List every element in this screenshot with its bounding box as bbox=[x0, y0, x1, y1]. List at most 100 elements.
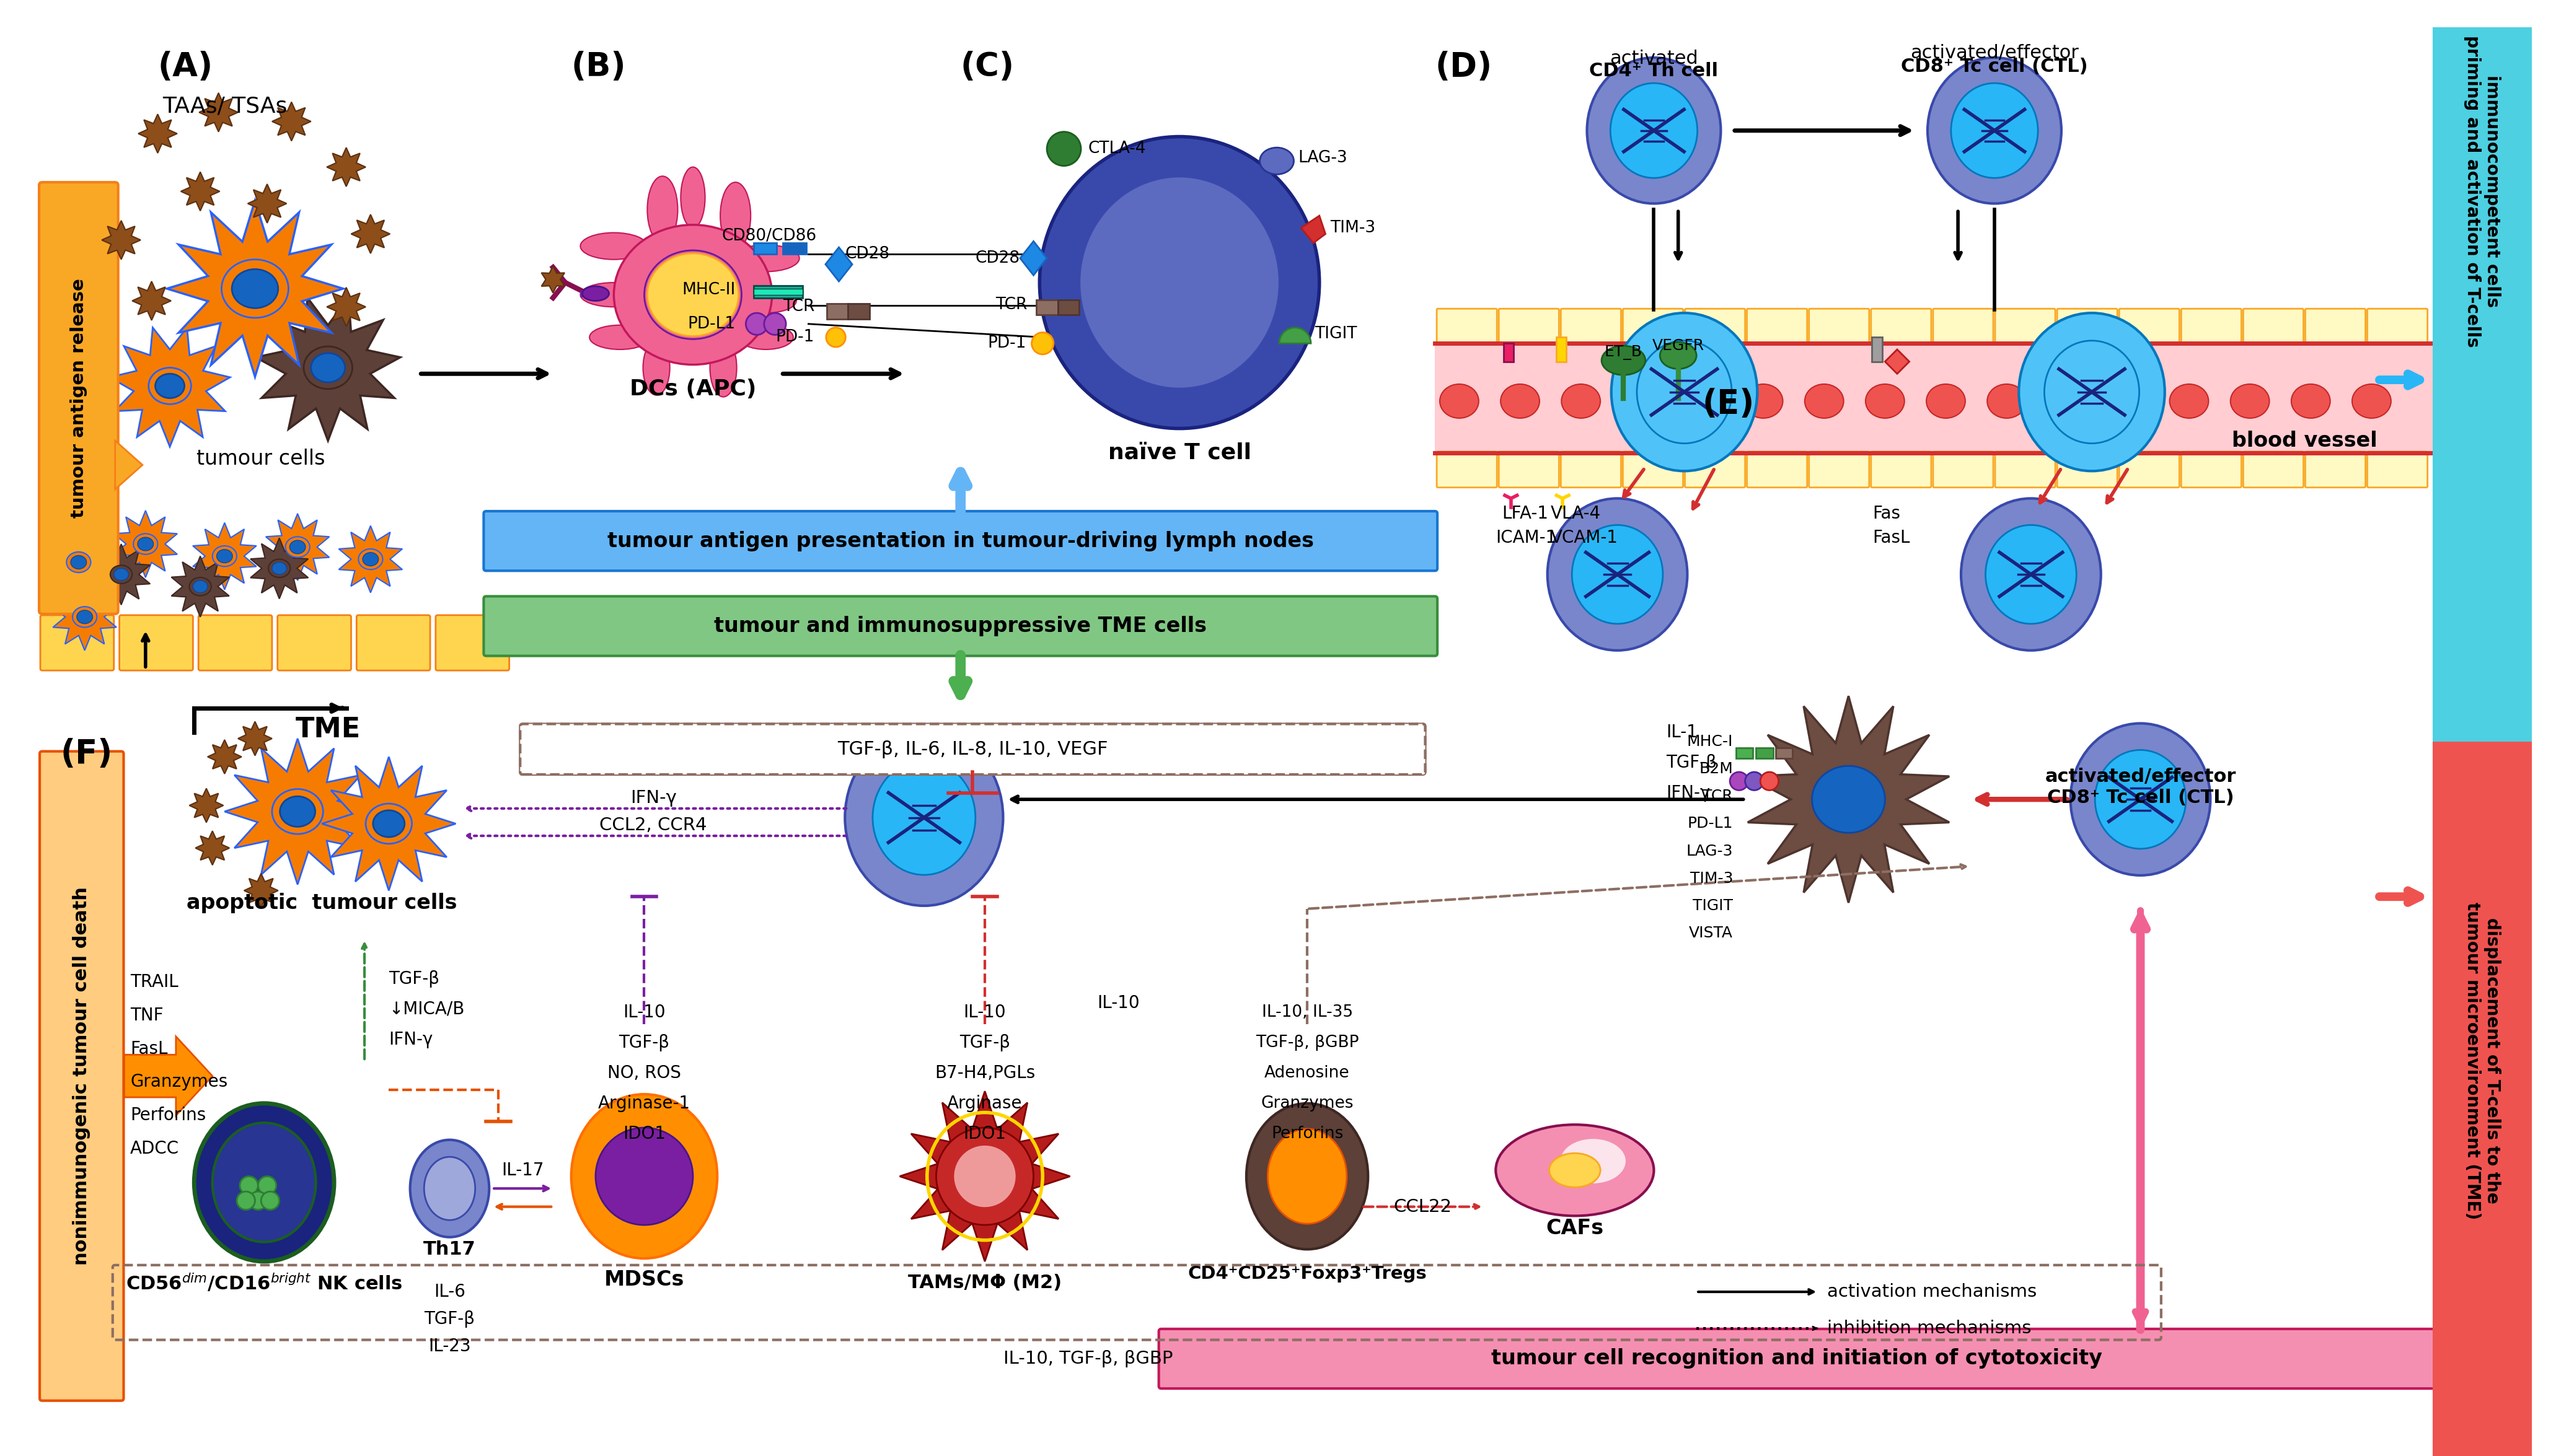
Text: TIM-3: TIM-3 bbox=[1329, 220, 1375, 236]
Ellipse shape bbox=[217, 549, 233, 563]
Ellipse shape bbox=[1610, 83, 1697, 178]
FancyBboxPatch shape bbox=[120, 614, 192, 670]
Text: CAFs: CAFs bbox=[1546, 1217, 1603, 1238]
Ellipse shape bbox=[77, 610, 92, 623]
Polygon shape bbox=[322, 757, 455, 891]
Text: PD-1: PD-1 bbox=[777, 329, 815, 345]
Bar bbox=[826, 304, 849, 319]
Text: tumour cells: tumour cells bbox=[197, 448, 325, 469]
Text: nonimmunogenic tumour cell death: nonimmunogenic tumour cell death bbox=[72, 887, 89, 1265]
Ellipse shape bbox=[110, 565, 133, 584]
Polygon shape bbox=[166, 201, 343, 377]
Text: TGF-β, IL-6, IL-8, IL-10, VEGF: TGF-β, IL-6, IL-8, IL-10, VEGF bbox=[838, 741, 1107, 759]
FancyBboxPatch shape bbox=[41, 751, 123, 1401]
Text: TIGIT: TIGIT bbox=[1692, 898, 1733, 913]
Ellipse shape bbox=[72, 607, 97, 628]
FancyBboxPatch shape bbox=[521, 724, 1426, 775]
Polygon shape bbox=[248, 183, 286, 223]
Polygon shape bbox=[192, 523, 256, 590]
Text: CCL22: CCL22 bbox=[1393, 1198, 1452, 1216]
Ellipse shape bbox=[734, 245, 800, 272]
Ellipse shape bbox=[872, 760, 976, 875]
Text: TGF-β: TGF-β bbox=[619, 1034, 670, 1051]
Ellipse shape bbox=[1559, 1139, 1626, 1184]
Ellipse shape bbox=[2070, 724, 2211, 875]
Text: TCR: TCR bbox=[1702, 789, 1733, 804]
Text: B2M: B2M bbox=[1700, 761, 1733, 776]
Polygon shape bbox=[327, 287, 366, 326]
Ellipse shape bbox=[580, 233, 647, 259]
Text: (F): (F) bbox=[61, 738, 112, 770]
Text: activated/effector: activated/effector bbox=[1909, 44, 2078, 61]
FancyBboxPatch shape bbox=[1684, 451, 1746, 488]
Polygon shape bbox=[266, 514, 330, 581]
Text: IL-10, IL-35: IL-10, IL-35 bbox=[1263, 1005, 1352, 1021]
Text: LFA-1: LFA-1 bbox=[1503, 505, 1549, 523]
Ellipse shape bbox=[1812, 766, 1884, 833]
Ellipse shape bbox=[212, 546, 238, 566]
Circle shape bbox=[261, 1191, 279, 1210]
Text: Granzymes: Granzymes bbox=[1260, 1095, 1355, 1111]
Bar bbox=[1776, 748, 1792, 759]
Ellipse shape bbox=[1572, 526, 1664, 623]
Ellipse shape bbox=[1960, 498, 2101, 651]
Text: CD8⁺ Tc cell (CTL): CD8⁺ Tc cell (CTL) bbox=[1902, 58, 2088, 76]
Polygon shape bbox=[207, 740, 243, 773]
Text: CTLA-4: CTLA-4 bbox=[1089, 141, 1145, 157]
Ellipse shape bbox=[1623, 384, 1661, 418]
Polygon shape bbox=[1748, 696, 1950, 903]
Ellipse shape bbox=[148, 368, 192, 405]
Circle shape bbox=[238, 1191, 256, 1210]
Ellipse shape bbox=[233, 269, 279, 309]
FancyBboxPatch shape bbox=[279, 614, 350, 670]
FancyBboxPatch shape bbox=[1498, 451, 1559, 488]
Polygon shape bbox=[125, 1037, 212, 1115]
Text: activated/effector
CD8⁺ Tc cell (CTL): activated/effector CD8⁺ Tc cell (CTL) bbox=[2045, 767, 2236, 807]
FancyBboxPatch shape bbox=[1436, 309, 1498, 345]
Text: LAG-3: LAG-3 bbox=[1687, 843, 1733, 859]
Ellipse shape bbox=[1761, 772, 1779, 791]
Ellipse shape bbox=[764, 313, 785, 335]
Text: PD-1: PD-1 bbox=[987, 335, 1025, 351]
Bar bbox=[754, 285, 803, 298]
Ellipse shape bbox=[138, 537, 153, 550]
Ellipse shape bbox=[736, 288, 797, 313]
Ellipse shape bbox=[366, 804, 412, 843]
FancyBboxPatch shape bbox=[2058, 451, 2116, 488]
FancyBboxPatch shape bbox=[2367, 309, 2428, 345]
Text: TIGIT: TIGIT bbox=[1314, 326, 1357, 342]
FancyBboxPatch shape bbox=[1623, 309, 1682, 345]
Text: (D): (D) bbox=[1434, 51, 1493, 83]
Ellipse shape bbox=[1986, 384, 2027, 418]
Ellipse shape bbox=[570, 1095, 718, 1258]
Ellipse shape bbox=[2170, 384, 2208, 418]
Ellipse shape bbox=[739, 325, 792, 349]
Polygon shape bbox=[225, 738, 371, 884]
Text: IL-6: IL-6 bbox=[435, 1283, 465, 1300]
Text: ET_B: ET_B bbox=[1605, 345, 1644, 360]
Polygon shape bbox=[112, 511, 176, 578]
Ellipse shape bbox=[281, 796, 314, 827]
Ellipse shape bbox=[222, 259, 289, 317]
Ellipse shape bbox=[711, 338, 736, 397]
Ellipse shape bbox=[1743, 384, 1784, 418]
Text: TGF-β: TGF-β bbox=[958, 1034, 1010, 1051]
Circle shape bbox=[258, 1176, 276, 1194]
FancyBboxPatch shape bbox=[1746, 309, 1807, 345]
Ellipse shape bbox=[613, 224, 772, 364]
Ellipse shape bbox=[680, 167, 705, 227]
Text: tumour and immunosuppressive TME cells: tumour and immunosuppressive TME cells bbox=[713, 616, 1206, 636]
Ellipse shape bbox=[268, 559, 291, 578]
Polygon shape bbox=[46, 529, 110, 596]
Wedge shape bbox=[1278, 328, 1311, 344]
Ellipse shape bbox=[826, 328, 846, 347]
Bar bbox=[1503, 344, 1513, 361]
Polygon shape bbox=[1020, 242, 1048, 275]
Text: IDO1: IDO1 bbox=[624, 1125, 665, 1143]
FancyBboxPatch shape bbox=[1871, 309, 1932, 345]
Text: TNF: TNF bbox=[130, 1006, 164, 1024]
Ellipse shape bbox=[2109, 384, 2147, 418]
Text: IL-10: IL-10 bbox=[964, 1003, 1007, 1021]
Text: Fas: Fas bbox=[1874, 505, 1902, 523]
Ellipse shape bbox=[1636, 341, 1733, 444]
